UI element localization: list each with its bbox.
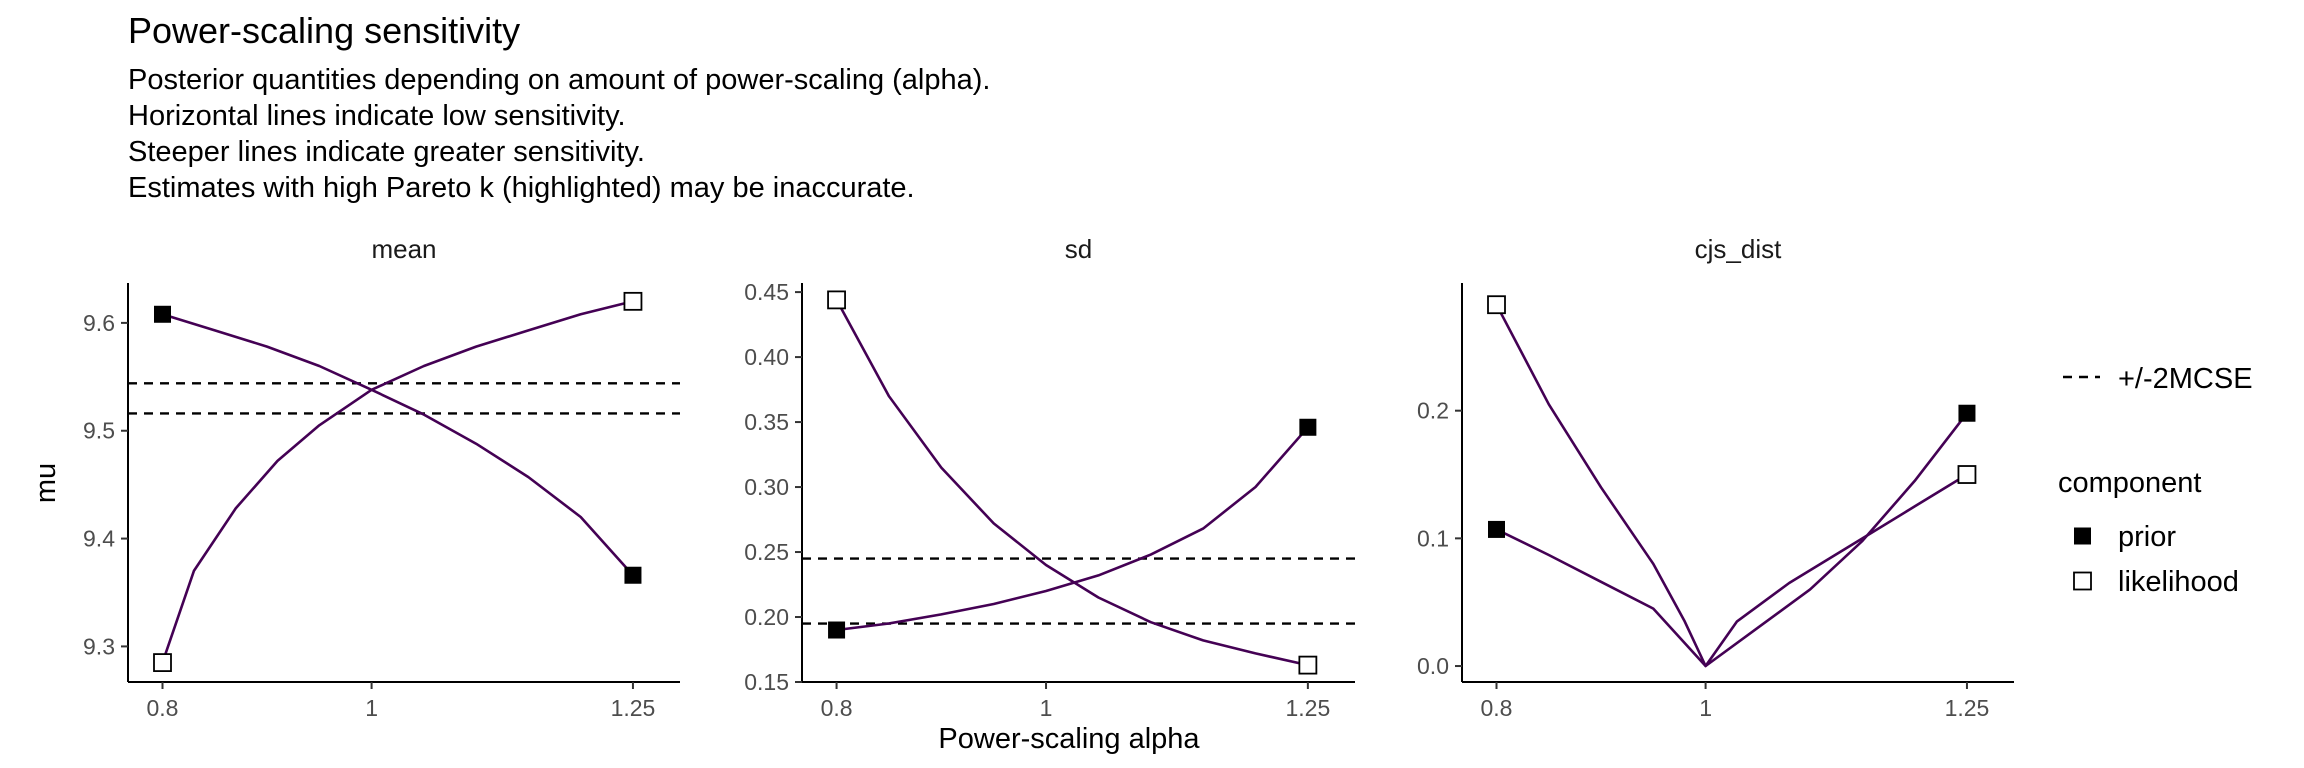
y-tick-label: 0.35 (744, 409, 789, 435)
x-tick-label: 1 (1040, 695, 1053, 721)
series-line-prior (1495, 412, 1969, 668)
point-likelihood (623, 291, 643, 311)
legend-key-prior (2074, 527, 2091, 545)
point-likelihood (153, 653, 172, 672)
legend: +/-2MCSE component prior likelihood (2058, 363, 2253, 598)
series-line-likelihood (835, 299, 1309, 667)
panel-sd: sd 0.15 0.20 0.25 0.30 0.35 0.40 0.45 0.8 1 1.25 (744, 234, 1355, 721)
panel-cjs-dist: cjs_dist 0.0 0.1 0.2 0.8 1 1.25 (1417, 234, 2014, 721)
subtitle-line: Horizontal lines indicate low sensitivit… (128, 100, 626, 132)
point-likelihood (827, 290, 846, 310)
y-tick-label: 9.5 (83, 418, 115, 444)
panel-mean: mean 9.3 9.4 9.5 9.6 0.8 1 1.25 (83, 234, 680, 721)
series-line-likelihood (1495, 304, 1968, 668)
subtitle-line: Estimates with high Pareto k (highlighte… (128, 172, 915, 204)
point-prior (1299, 418, 1317, 436)
x-tick-label: 1 (365, 695, 378, 721)
point-likelihood (1298, 655, 1318, 675)
panel-title: cjs_dist (1695, 234, 1782, 264)
point-likelihood (1957, 465, 1977, 484)
legend-label-likelihood: likelihood (2118, 566, 2239, 598)
y-tick-label: 0.25 (744, 539, 789, 565)
x-tick-label: 0.8 (147, 695, 179, 721)
panel-title: mean (371, 234, 436, 264)
point-prior (154, 305, 171, 323)
point-likelihood (1487, 295, 1506, 315)
x-tick-label: 1.25 (1285, 695, 1330, 721)
x-tick-label: 1 (1699, 695, 1712, 721)
point-prior (1488, 520, 1505, 538)
y-tick-label: 9.4 (83, 526, 115, 552)
chart-title: Power-scaling sensitivity (128, 10, 521, 51)
x-tick-label: 1.25 (1945, 695, 1990, 721)
y-tick-label: 0.30 (744, 474, 789, 500)
series-line-likelihood (161, 300, 634, 664)
x-axis-label: Power-scaling alpha (938, 723, 1200, 755)
x-tick-label: 1.25 (611, 695, 656, 721)
y-tick-label: 0.0 (1417, 653, 1449, 679)
subtitle-line: Steeper lines indicate greater sensitivi… (128, 136, 645, 168)
y-tick-label: 0.2 (1417, 398, 1449, 424)
y-tick-label: 0.40 (744, 344, 789, 370)
chart-subtitle: Posterior quantities depending on amount… (128, 62, 990, 206)
legend-component-title: component (2058, 467, 2202, 499)
legend-key-likelihood (2073, 571, 2092, 591)
x-tick-label: 0.8 (1481, 695, 1513, 721)
y-tick-label: 0.45 (744, 279, 789, 305)
series-line-prior (836, 426, 1309, 632)
y-tick-label: 0.1 (1417, 525, 1449, 551)
x-tick-label: 0.8 (821, 695, 853, 721)
y-tick-label: 0.15 (744, 669, 789, 695)
y-tick-label: 9.6 (83, 310, 115, 336)
y-tick-label: 9.3 (83, 633, 115, 659)
y-tick-label: 0.20 (744, 604, 789, 630)
point-prior (1958, 404, 1976, 422)
legend-mcse-label: +/-2MCSE (2118, 363, 2253, 395)
point-prior (828, 621, 846, 639)
legend-label-prior: prior (2118, 521, 2176, 553)
panel-title: sd (1065, 234, 1092, 264)
subtitle-line: Posterior quantities depending on amount… (128, 64, 991, 96)
point-prior (624, 566, 642, 584)
y-axis-label: mu (30, 463, 62, 503)
series-line-prior (162, 313, 634, 577)
